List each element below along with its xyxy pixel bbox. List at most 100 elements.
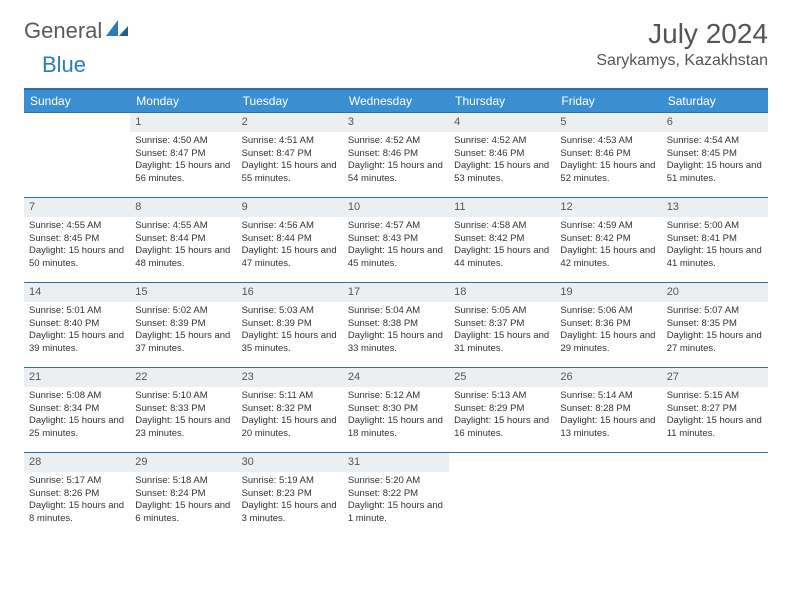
week-row: 28Sunrise: 5:17 AMSunset: 8:26 PMDayligh… [24,452,768,537]
day-body: Sunrise: 5:03 AMSunset: 8:39 PMDaylight:… [237,302,343,362]
day-body: Sunrise: 4:57 AMSunset: 8:43 PMDaylight:… [343,217,449,277]
day-line: Sunset: 8:22 PM [348,488,444,501]
day-cell: 3Sunrise: 4:52 AMSunset: 8:46 PMDaylight… [343,113,449,197]
day-cell: 14Sunrise: 5:01 AMSunset: 8:40 PMDayligh… [24,283,130,367]
day-line: Sunset: 8:32 PM [242,403,338,416]
day-body [662,472,768,481]
day-cell [449,453,555,537]
day-line: Sunrise: 5:00 AM [667,220,763,233]
day-line: Sunset: 8:46 PM [454,148,550,161]
day-cell: 9Sunrise: 4:56 AMSunset: 8:44 PMDaylight… [237,198,343,282]
day-line: Sunrise: 4:58 AM [454,220,550,233]
day-line: Daylight: 15 hours and 44 minutes. [454,245,550,271]
day-line: Sunset: 8:34 PM [29,403,125,416]
week-row: 14Sunrise: 5:01 AMSunset: 8:40 PMDayligh… [24,282,768,367]
day-line: Sunset: 8:36 PM [560,318,656,331]
day-line: Sunrise: 5:05 AM [454,305,550,318]
day-line: Sunset: 8:33 PM [135,403,231,416]
day-line: Sunrise: 5:03 AM [242,305,338,318]
day-body: Sunrise: 4:52 AMSunset: 8:46 PMDaylight:… [343,132,449,192]
day-line: Sunset: 8:46 PM [348,148,444,161]
day-number: 15 [130,283,236,302]
day-number [555,453,661,472]
day-line: Daylight: 15 hours and 8 minutes. [29,500,125,526]
day-body: Sunrise: 4:54 AMSunset: 8:45 PMDaylight:… [662,132,768,192]
day-cell: 18Sunrise: 5:05 AMSunset: 8:37 PMDayligh… [449,283,555,367]
day-line: Daylight: 15 hours and 55 minutes. [242,160,338,186]
day-line: Sunset: 8:37 PM [454,318,550,331]
day-cell: 6Sunrise: 4:54 AMSunset: 8:45 PMDaylight… [662,113,768,197]
day-cell: 20Sunrise: 5:07 AMSunset: 8:35 PMDayligh… [662,283,768,367]
day-line: Daylight: 15 hours and 31 minutes. [454,330,550,356]
day-number: 3 [343,113,449,132]
day-line: Daylight: 15 hours and 54 minutes. [348,160,444,186]
day-cell: 17Sunrise: 5:04 AMSunset: 8:38 PMDayligh… [343,283,449,367]
day-line: Daylight: 15 hours and 6 minutes. [135,500,231,526]
day-line: Daylight: 15 hours and 11 minutes. [667,415,763,441]
day-body: Sunrise: 5:01 AMSunset: 8:40 PMDaylight:… [24,302,130,362]
day-line: Sunset: 8:45 PM [667,148,763,161]
day-line: Sunset: 8:24 PM [135,488,231,501]
day-number [24,113,130,132]
day-body: Sunrise: 4:53 AMSunset: 8:46 PMDaylight:… [555,132,661,192]
day-body: Sunrise: 5:00 AMSunset: 8:41 PMDaylight:… [662,217,768,277]
day-line: Sunrise: 4:55 AM [135,220,231,233]
day-line: Daylight: 15 hours and 48 minutes. [135,245,231,271]
day-body: Sunrise: 4:51 AMSunset: 8:47 PMDaylight:… [237,132,343,192]
day-body: Sunrise: 4:52 AMSunset: 8:46 PMDaylight:… [449,132,555,192]
day-number: 5 [555,113,661,132]
day-line: Sunrise: 5:11 AM [242,390,338,403]
day-body: Sunrise: 5:04 AMSunset: 8:38 PMDaylight:… [343,302,449,362]
day-cell: 15Sunrise: 5:02 AMSunset: 8:39 PMDayligh… [130,283,236,367]
day-number: 2 [237,113,343,132]
day-line: Sunset: 8:42 PM [560,233,656,246]
day-cell [24,113,130,197]
day-cell: 1Sunrise: 4:50 AMSunset: 8:47 PMDaylight… [130,113,236,197]
day-line: Sunset: 8:43 PM [348,233,444,246]
day-line: Sunrise: 5:15 AM [667,390,763,403]
day-body: Sunrise: 5:06 AMSunset: 8:36 PMDaylight:… [555,302,661,362]
day-line: Sunrise: 5:19 AM [242,475,338,488]
day-line: Sunset: 8:26 PM [29,488,125,501]
logo-sail-icon [104,18,130,44]
day-line: Sunrise: 4:52 AM [454,135,550,148]
day-body: Sunrise: 5:17 AMSunset: 8:26 PMDaylight:… [24,472,130,532]
day-number: 1 [130,113,236,132]
logo: General [24,18,130,44]
day-line: Sunset: 8:28 PM [560,403,656,416]
weekday-fri: Friday [555,90,661,112]
day-body: Sunrise: 5:02 AMSunset: 8:39 PMDaylight:… [130,302,236,362]
day-body: Sunrise: 4:59 AMSunset: 8:42 PMDaylight:… [555,217,661,277]
day-cell: 13Sunrise: 5:00 AMSunset: 8:41 PMDayligh… [662,198,768,282]
logo-text-1: General [24,18,102,44]
day-line: Daylight: 15 hours and 56 minutes. [135,160,231,186]
location: Sarykamys, Kazakhstan [596,52,768,70]
week-row: 21Sunrise: 5:08 AMSunset: 8:34 PMDayligh… [24,367,768,452]
day-body: Sunrise: 5:05 AMSunset: 8:37 PMDaylight:… [449,302,555,362]
day-cell: 23Sunrise: 5:11 AMSunset: 8:32 PMDayligh… [237,368,343,452]
day-line: Daylight: 15 hours and 20 minutes. [242,415,338,441]
week-row: 7Sunrise: 4:55 AMSunset: 8:45 PMDaylight… [24,197,768,282]
weekday-sat: Saturday [662,90,768,112]
day-line: Sunrise: 5:04 AM [348,305,444,318]
day-line: Sunrise: 5:13 AM [454,390,550,403]
day-number [662,453,768,472]
day-cell: 10Sunrise: 4:57 AMSunset: 8:43 PMDayligh… [343,198,449,282]
day-number: 16 [237,283,343,302]
day-cell: 8Sunrise: 4:55 AMSunset: 8:44 PMDaylight… [130,198,236,282]
day-number: 29 [130,453,236,472]
day-line: Sunrise: 5:02 AM [135,305,231,318]
day-cell: 21Sunrise: 5:08 AMSunset: 8:34 PMDayligh… [24,368,130,452]
page: General July 2024 Sarykamys, Kazakhstan … [0,0,792,555]
day-line: Sunrise: 5:01 AM [29,305,125,318]
day-body: Sunrise: 5:20 AMSunset: 8:22 PMDaylight:… [343,472,449,532]
day-line: Daylight: 15 hours and 33 minutes. [348,330,444,356]
day-body: Sunrise: 5:15 AMSunset: 8:27 PMDaylight:… [662,387,768,447]
day-line: Sunset: 8:23 PM [242,488,338,501]
day-number: 26 [555,368,661,387]
day-number: 17 [343,283,449,302]
day-line: Daylight: 15 hours and 23 minutes. [135,415,231,441]
day-number: 19 [555,283,661,302]
day-body: Sunrise: 4:55 AMSunset: 8:45 PMDaylight:… [24,217,130,277]
day-line: Sunrise: 5:06 AM [560,305,656,318]
